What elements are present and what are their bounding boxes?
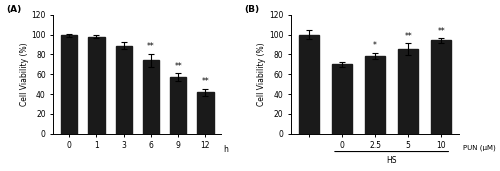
Bar [61,35,78,134]
Bar [332,64,352,134]
Text: **: ** [404,32,412,41]
Bar [299,35,318,134]
Bar [170,77,186,134]
Text: *: * [373,41,377,50]
Text: PUN (μM): PUN (μM) [463,145,496,151]
Bar [398,49,418,134]
Text: **: ** [438,27,445,36]
Bar [432,41,452,134]
Bar [116,46,132,134]
Bar [365,56,385,134]
Text: (A): (A) [6,5,22,14]
Text: HS: HS [386,155,397,165]
Bar [88,37,104,134]
Text: **: ** [202,77,209,86]
Text: **: ** [147,42,155,51]
Text: h: h [223,145,228,154]
Bar [197,92,214,134]
Bar [143,60,159,134]
Y-axis label: Cell Viability (%): Cell Viability (%) [258,42,266,106]
Text: (B): (B) [244,5,260,14]
Text: **: ** [174,62,182,71]
Y-axis label: Cell Viability (%): Cell Viability (%) [20,42,28,106]
